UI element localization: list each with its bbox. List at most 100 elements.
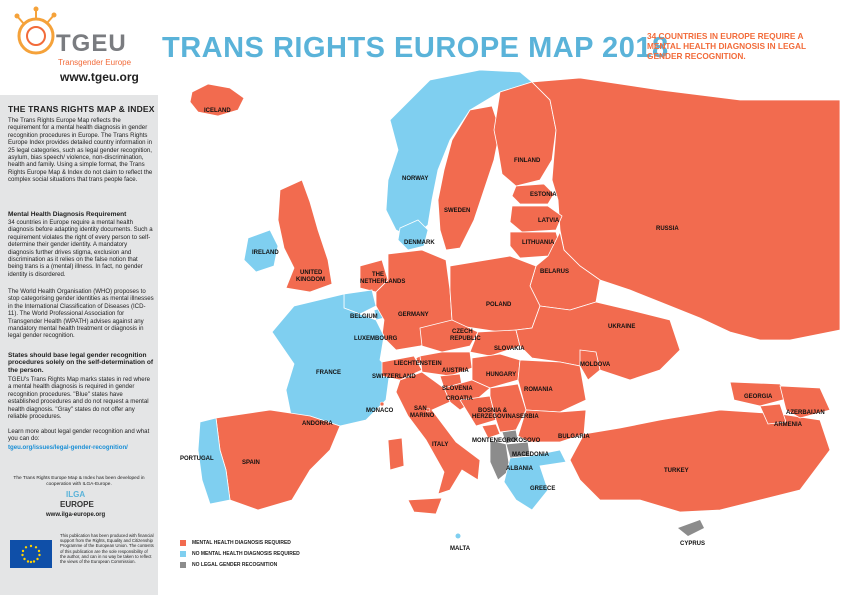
label-moldova: MOLDOVA [580,362,611,368]
page-subtitle: 34 COUNTRIES IN EUROPE REQUIRE A MENTAL … [647,31,806,61]
country-san-marino[interactable] [425,407,431,413]
label-netherlands-1: THE [372,272,384,278]
label-czech-1: CZECH [452,329,473,335]
sidebar: TGEU Transgender Europe www.tgeu.org THE… [0,0,158,595]
sidebar-section-title: Mental Health Diagnosis Requirement [8,211,127,218]
label-spain: SPAIN [242,460,260,466]
label-ukraine: UKRAINE [608,324,635,330]
legend-item-required: MENTAL HEALTH DIAGNOSIS REQUIRED [180,537,300,548]
country-armenia[interactable] [759,403,787,425]
label-norway: NORWAY [402,176,428,182]
label-united-kingdom-2: KINGDOM [296,277,325,283]
europe-map: ICELAND NORWAY SWEDEN FINLAND ESTONIA LA… [180,70,840,552]
label-russia: RUSSIA [656,226,679,232]
label-iceland: ICELAND [204,108,231,114]
label-sweden: SWEDEN [444,208,470,214]
legend-item-none: NO LEGAL GENDER RECOGNITION [180,559,300,570]
label-ireland: IRELAND [252,250,279,256]
country-monaco[interactable] [379,401,385,407]
legend-swatch-blue [180,550,186,557]
sidebar-who-text: The World Health Organisation (WHO) prop… [8,288,154,340]
page-title: TRANS RIGHTS EUROPE MAP 2018 [162,32,669,64]
country-romania[interactable] [517,359,587,413]
label-macedonia: MACEDONIA [512,452,550,458]
country-switzerland[interactable] [381,355,423,381]
country-montenegro[interactable] [481,423,501,439]
country-bulgaria[interactable] [517,409,587,443]
sidebar-learn-more: Learn more about legal gender recognitio… [8,428,150,443]
country-estonia[interactable] [511,183,555,205]
country-italy[interactable] [387,371,481,515]
country-poland[interactable] [449,255,541,333]
label-turkey: TURKEY [664,468,689,474]
label-san-marino-2: MARINO [410,413,435,419]
label-france: FRANCE [316,370,341,376]
eu-flag-icon [10,540,52,568]
country-malta[interactable] [455,533,461,539]
label-slovenia: SLOVENIA [442,386,473,392]
sidebar-states-bold: States should base legal gender recognit… [8,352,154,374]
sidebar-title: THE TRANS RIGHTS MAP & INDEX [8,104,155,114]
country-ireland[interactable] [243,229,279,273]
eu-funding-note: This publication has been produced with … [60,533,154,565]
map-legend: MENTAL HEALTH DIAGNOSIS REQUIRED NO MENT… [180,537,300,570]
label-monaco: MONACO [366,408,394,414]
label-poland: POLAND [486,302,512,308]
label-germany: GERMANY [398,312,429,318]
country-iceland[interactable] [189,83,245,117]
label-slovakia: SLOVAKIA [494,346,525,352]
label-albania: ALBANIA [506,466,534,472]
sidebar-link[interactable]: tgeu.org/issues/legal-gender-recognition… [8,444,128,451]
country-kosovo[interactable] [501,429,519,445]
label-austria: AUSTRIA [442,368,469,374]
country-latvia[interactable] [509,205,563,233]
legend-label-required: MENTAL HEALTH DIAGNOSIS REQUIRED [192,539,291,546]
label-bosnia-1: BOSNIA & [478,408,508,414]
country-united-kingdom[interactable] [277,179,333,293]
label-greece: GREECE [530,486,555,492]
label-croatia: CROATIA [446,396,474,402]
label-georgia: GEORGIA [744,394,773,400]
logo-subtitle: Transgender Europe [58,58,132,67]
label-azerbaijan: AZERBAIJAN [786,410,825,416]
label-malta: MALTA [450,546,471,552]
label-serbia: SERBIA [516,414,539,420]
legend-item-not-required: NO MENTAL HEALTH DIAGNOSIS REQUIRED [180,548,300,559]
label-latvia: LATVIA [538,218,560,224]
country-slovakia[interactable] [469,329,521,357]
country-czech-republic[interactable] [419,319,479,353]
logo-url-link[interactable]: www.tgeu.org [60,70,139,84]
country-ukraine[interactable] [515,301,681,381]
country-denmark[interactable] [397,219,429,251]
label-bulgaria: BULGARIA [558,434,590,440]
label-denmark: DENMARK [404,240,435,246]
country-turkey[interactable] [569,409,831,513]
country-russia[interactable] [531,77,840,341]
logo-name: TGEU [56,30,127,57]
label-finland: FINLAND [514,158,541,164]
label-lithuania: LITHUANIA [522,240,555,246]
ilga-url-link[interactable]: www.ilga-europe.org [46,512,106,518]
country-moldova[interactable] [579,349,601,381]
label-liechtenstein: LIECHTENSTEIN [394,361,442,367]
country-azerbaijan[interactable] [779,385,831,419]
label-cyprus: CYPRUS [680,541,705,547]
label-andorra: ANDORRA [302,421,333,427]
label-san-marino-1: SAN [414,406,427,412]
country-georgia[interactable] [729,381,791,407]
label-romania: ROMANIA [524,387,553,393]
label-united-kingdom-1: UNITED [300,270,323,276]
label-belgium: BELGIUM [350,314,378,320]
legend-label-not-required: NO MENTAL HEALTH DIAGNOSIS REQUIRED [192,550,300,557]
legend-label-none: NO LEGAL GENDER RECOGNITION [192,561,278,568]
sidebar-states-text: TGEU's Trans Rights Map marks states in … [8,376,151,421]
country-portugal[interactable] [197,417,231,505]
country-cyprus[interactable] [678,520,704,536]
country-albania[interactable] [489,439,511,481]
country-finland[interactable] [493,81,557,187]
country-france[interactable] [271,293,391,427]
label-netherlands-2: NETHERLANDS [360,279,405,285]
logo-area: TGEU Transgender Europe www.tgeu.org [0,0,158,95]
country-norway[interactable] [385,70,533,239]
country-greece[interactable] [503,449,567,511]
